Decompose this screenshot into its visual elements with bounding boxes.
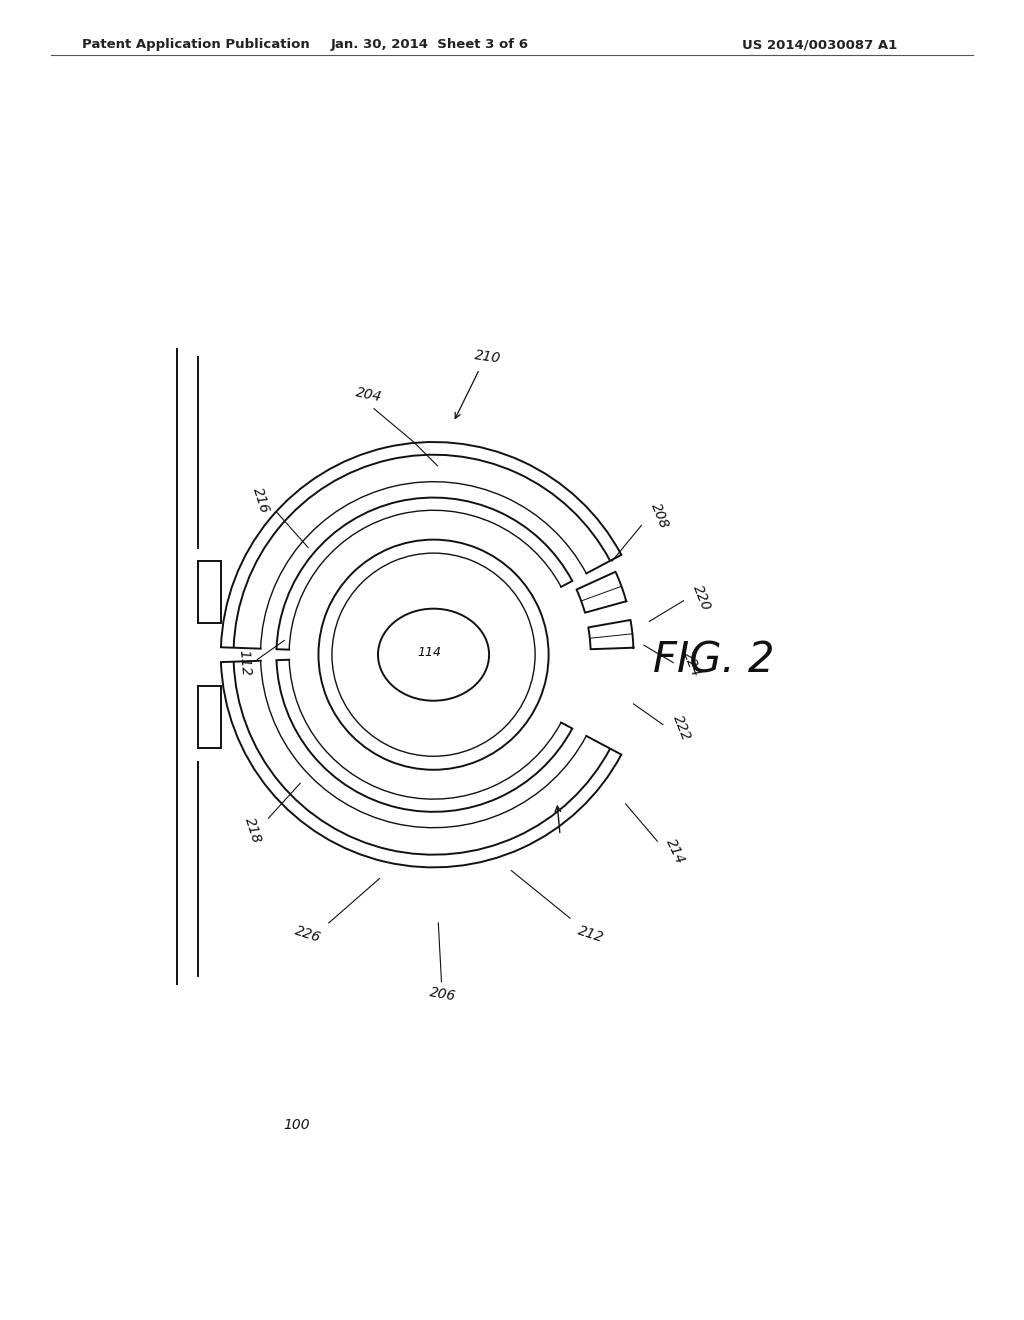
Text: 218: 218 — [242, 816, 263, 846]
Bar — [198, 686, 221, 748]
Text: 226: 226 — [293, 923, 323, 945]
Bar — [198, 561, 221, 623]
Text: 100: 100 — [284, 1118, 310, 1131]
Text: 222: 222 — [670, 713, 692, 743]
Text: 212: 212 — [575, 923, 605, 945]
Text: Patent Application Publication: Patent Application Publication — [82, 38, 309, 51]
Text: 224: 224 — [680, 649, 702, 680]
Text: 220: 220 — [690, 582, 714, 612]
Text: 114: 114 — [418, 645, 441, 659]
Text: 204: 204 — [354, 385, 383, 404]
Text: 112: 112 — [237, 648, 253, 677]
Text: 210: 210 — [473, 348, 502, 366]
Text: Jan. 30, 2014  Sheet 3 of 6: Jan. 30, 2014 Sheet 3 of 6 — [331, 38, 529, 51]
Text: 206: 206 — [429, 985, 458, 1003]
Text: 214: 214 — [664, 837, 687, 866]
Text: US 2014/0030087 A1: US 2014/0030087 A1 — [741, 38, 897, 51]
Text: 216: 216 — [250, 486, 271, 515]
Text: FIG. 2: FIG. 2 — [653, 639, 774, 681]
Text: 208: 208 — [648, 500, 671, 531]
